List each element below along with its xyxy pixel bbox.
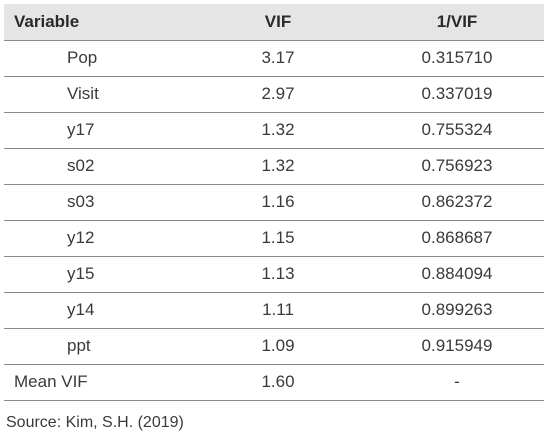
cell-inverse-vif: 0.915949: [370, 328, 544, 365]
cell-variable: s03: [4, 184, 186, 221]
table-header: Variable VIF 1/VIF: [4, 4, 544, 41]
table-row: y12 1.15 0.868687: [4, 220, 544, 257]
table-row: Pop 3.17 0.315710: [4, 40, 544, 77]
cell-vif: 1.32: [186, 112, 370, 149]
cell-inverse-vif: 0.884094: [370, 256, 544, 293]
cell-mean-label: Mean VIF: [4, 364, 186, 401]
table-body: Pop 3.17 0.315710 Visit 2.97 0.337019 y1…: [4, 40, 544, 401]
cell-mean-inverse-vif: -: [370, 364, 544, 401]
table-row: y15 1.13 0.884094: [4, 256, 544, 293]
cell-mean-vif: 1.60: [186, 364, 370, 401]
cell-vif: 2.97: [186, 76, 370, 113]
header-variable: Variable: [4, 4, 186, 41]
header-inverse-vif: 1/VIF: [370, 4, 544, 41]
cell-vif: 3.17: [186, 40, 370, 77]
mean-vif-row: Mean VIF 1.60 -: [4, 364, 544, 401]
table-row: ppt 1.09 0.915949: [4, 328, 544, 365]
header-vif: VIF: [186, 4, 370, 41]
cell-inverse-vif: 0.315710: [370, 40, 544, 77]
cell-inverse-vif: 0.862372: [370, 184, 544, 221]
cell-vif: 1.32: [186, 148, 370, 185]
header-row: Variable VIF 1/VIF: [4, 4, 544, 41]
vif-table: Variable VIF 1/VIF Pop 3.17 0.315710 Vis…: [4, 4, 544, 401]
table-row: Visit 2.97 0.337019: [4, 76, 544, 113]
cell-inverse-vif: 0.868687: [370, 220, 544, 257]
cell-inverse-vif: 0.756923: [370, 148, 544, 185]
cell-variable: y15: [4, 256, 186, 293]
cell-variable: y12: [4, 220, 186, 257]
cell-inverse-vif: 0.337019: [370, 76, 544, 113]
cell-vif: 1.16: [186, 184, 370, 221]
cell-vif: 1.13: [186, 256, 370, 293]
cell-variable: ppt: [4, 328, 186, 365]
cell-variable: Pop: [4, 40, 186, 77]
cell-vif: 1.09: [186, 328, 370, 365]
cell-vif: 1.15: [186, 220, 370, 257]
table-row: y14 1.11 0.899263: [4, 292, 544, 329]
table-row: s02 1.32 0.756923: [4, 148, 544, 185]
cell-vif: 1.11: [186, 292, 370, 329]
cell-inverse-vif: 0.899263: [370, 292, 544, 329]
cell-variable: y14: [4, 292, 186, 329]
cell-variable: Visit: [4, 76, 186, 113]
table-row: y17 1.32 0.755324: [4, 112, 544, 149]
cell-variable: y17: [4, 112, 186, 149]
source-note: Source: Kim, S.H. (2019): [6, 414, 184, 431]
cell-inverse-vif: 0.755324: [370, 112, 544, 149]
cell-variable: s02: [4, 148, 186, 185]
table-row: s03 1.16 0.862372: [4, 184, 544, 221]
